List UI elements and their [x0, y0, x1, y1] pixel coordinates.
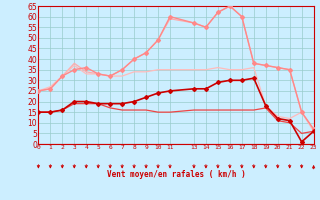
X-axis label: Vent moyen/en rafales ( km/h ): Vent moyen/en rafales ( km/h ) [107, 170, 245, 179]
